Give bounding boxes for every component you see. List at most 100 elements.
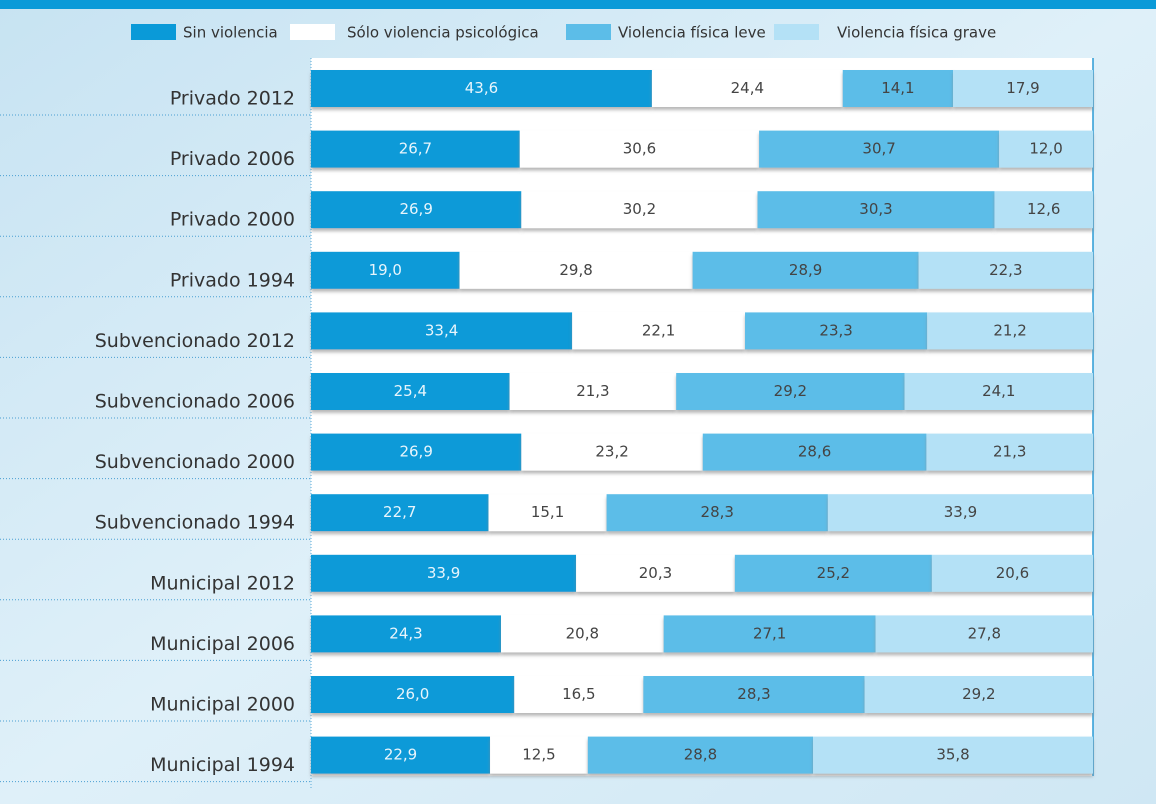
value-label: 16,5 xyxy=(562,685,595,703)
top-band xyxy=(0,0,1156,9)
category-label: Privado 2012 xyxy=(170,88,295,110)
value-label: 22,9 xyxy=(384,746,417,764)
value-label: 26,9 xyxy=(399,200,432,218)
bar-segment xyxy=(311,70,652,107)
value-label: 21,2 xyxy=(993,321,1026,339)
bar-segment xyxy=(918,251,1093,289)
bar-segment xyxy=(864,676,1093,713)
bar-segment xyxy=(311,191,522,229)
value-label: 12,6 xyxy=(1027,200,1060,218)
bar-segment xyxy=(514,676,644,713)
bar-segment xyxy=(994,191,1093,229)
bar-segment xyxy=(311,130,520,168)
value-label: 28,6 xyxy=(798,443,831,461)
bar-segment xyxy=(606,494,828,532)
category-label: Municipal 1994 xyxy=(150,754,295,776)
value-label: 20,6 xyxy=(996,564,1029,582)
value-label: 20,8 xyxy=(566,624,599,642)
bar-segment xyxy=(827,494,1093,532)
value-label: 28,3 xyxy=(701,503,734,521)
value-label: 15,1 xyxy=(531,503,564,521)
bar-segment xyxy=(904,373,1093,410)
category-label: Municipal 2006 xyxy=(150,633,295,655)
value-label: 21,3 xyxy=(993,443,1026,461)
value-label: 22,1 xyxy=(642,321,675,339)
value-label: 22,7 xyxy=(383,503,416,521)
value-label: 30,2 xyxy=(623,200,656,218)
legend-swatch xyxy=(131,24,176,40)
bar-segment xyxy=(813,736,1093,774)
value-label: 20,3 xyxy=(639,564,672,582)
value-label: 26,7 xyxy=(399,140,432,158)
value-label: 26,9 xyxy=(399,443,432,461)
bar-segment xyxy=(651,70,843,107)
bar-segment xyxy=(311,736,491,774)
bar-segment xyxy=(734,554,932,592)
bar-segment xyxy=(926,433,1093,471)
bar-segment xyxy=(311,373,510,410)
category-label: Privado 2006 xyxy=(170,148,295,170)
legend-swatch xyxy=(290,24,335,40)
value-label: 35,8 xyxy=(936,746,969,764)
category-label: Privado 1994 xyxy=(170,269,295,291)
plot-area xyxy=(311,58,1093,776)
bar-segment xyxy=(509,373,677,410)
value-label: 25,4 xyxy=(394,382,427,400)
value-label: 28,9 xyxy=(789,261,822,279)
bar-segment xyxy=(663,615,876,653)
category-label: Subvencionado 2000 xyxy=(95,451,295,473)
value-label: 19,0 xyxy=(369,261,402,279)
bar-segment xyxy=(702,433,927,471)
value-label: 12,5 xyxy=(522,746,555,764)
bar-segment xyxy=(999,130,1093,168)
value-label: 33,9 xyxy=(944,503,977,521)
bar-segment xyxy=(519,130,760,168)
bar-segment xyxy=(311,312,573,350)
bar-segment xyxy=(488,494,607,532)
value-label: 27,8 xyxy=(968,624,1001,642)
category-label: Municipal 2012 xyxy=(150,572,295,594)
bar-segment xyxy=(842,70,954,107)
bar-segment xyxy=(576,554,735,592)
value-label: 22,3 xyxy=(989,261,1022,279)
value-label: 24,3 xyxy=(389,624,422,642)
bar-segment xyxy=(311,251,460,289)
value-label: 28,8 xyxy=(684,746,717,764)
category-label: Municipal 2000 xyxy=(150,694,295,716)
bar-segment xyxy=(953,70,1093,107)
bar-segment xyxy=(587,736,814,774)
value-label: 23,2 xyxy=(595,443,628,461)
bar-segment xyxy=(521,191,758,229)
value-label: 29,2 xyxy=(774,382,807,400)
bar-segment xyxy=(757,191,995,229)
bar-segment xyxy=(311,676,515,713)
legend-swatch xyxy=(774,24,819,40)
bar-segment xyxy=(501,615,664,653)
value-label: 33,9 xyxy=(427,564,460,582)
bar-segment xyxy=(311,554,577,592)
bar-segment xyxy=(692,251,919,289)
value-label: 30,7 xyxy=(862,140,895,158)
value-label: 30,6 xyxy=(623,140,656,158)
value-label: 25,2 xyxy=(817,564,850,582)
bar-segment xyxy=(759,130,1000,168)
bar-segment xyxy=(311,494,489,532)
bar-segment xyxy=(311,433,522,471)
bar-segment xyxy=(572,312,746,350)
bar-segment xyxy=(490,736,588,774)
bar-segment xyxy=(459,251,693,289)
value-label: 27,1 xyxy=(753,624,786,642)
legend-swatch xyxy=(566,24,611,40)
category-label: Subvencionado 2006 xyxy=(95,391,295,413)
legend-label: Sólo violencia psicológica xyxy=(347,24,539,42)
value-label: 29,2 xyxy=(962,685,995,703)
legend-label: Violencia física leve xyxy=(618,24,766,42)
value-label: 23,3 xyxy=(819,321,852,339)
value-label: 30,3 xyxy=(859,200,892,218)
bar-segment xyxy=(875,615,1093,653)
value-label: 17,9 xyxy=(1006,79,1039,97)
bar-segment xyxy=(521,433,703,471)
category-label: Privado 2000 xyxy=(170,209,295,231)
bar-segment xyxy=(311,615,502,653)
